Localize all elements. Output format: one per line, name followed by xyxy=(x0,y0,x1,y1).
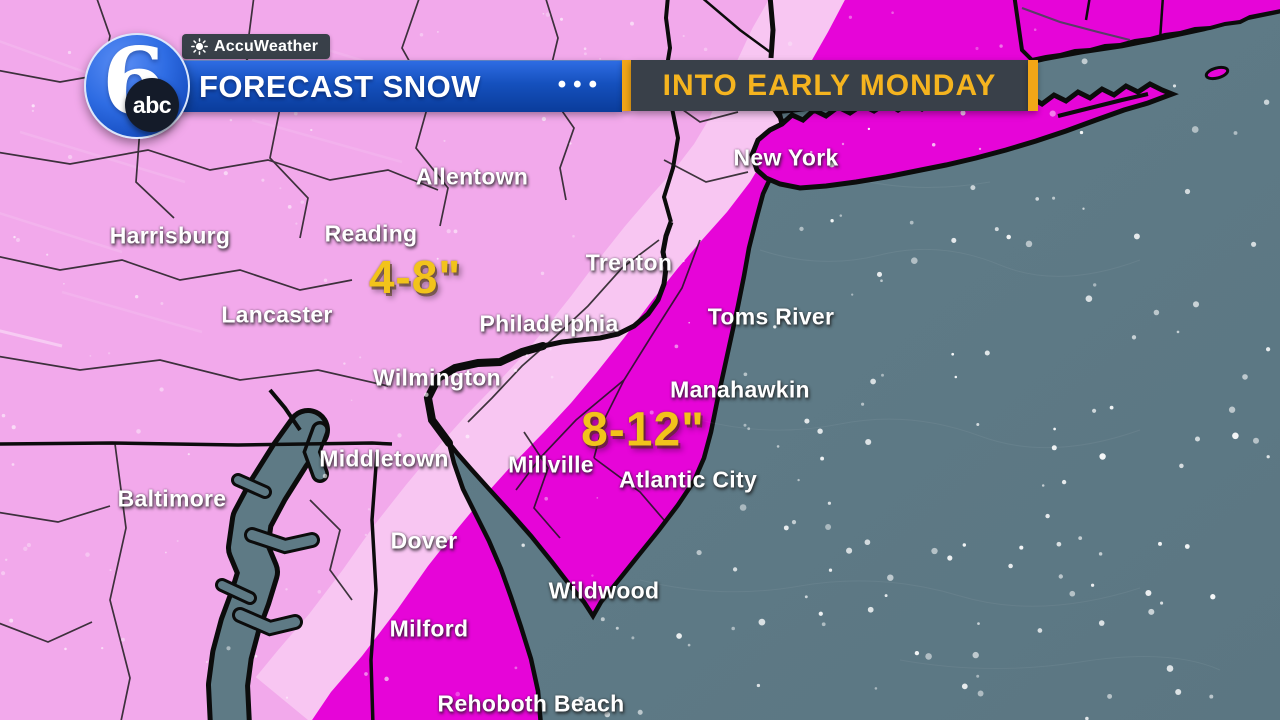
banner-title: FORECAST SNOW xyxy=(199,68,482,104)
snow-amount-8-12: 8-12" xyxy=(581,403,705,457)
city-label-lancaster: Lancaster xyxy=(221,301,333,328)
title-banner: FORECAST SNOW ••• xyxy=(155,60,622,112)
city-label-trenton: Trenton xyxy=(585,249,673,276)
city-label-wildwood: Wildwood xyxy=(548,577,660,604)
city-label-new-york: New York xyxy=(733,144,839,171)
snow-speckles xyxy=(1,11,1271,720)
accuweather-sun-icon xyxy=(191,38,208,55)
city-label-philadelphia: Philadelphia xyxy=(479,310,619,337)
subtitle-banner: INTO EARLY MONDAY xyxy=(631,60,1028,111)
snow-amount-4-8: 4-8" xyxy=(368,251,462,303)
city-label-millville: Millville xyxy=(508,451,594,478)
city-label-baltimore: Baltimore xyxy=(117,485,227,512)
connecticut-coast xyxy=(1012,0,1280,63)
city-label-dover: Dover xyxy=(390,527,458,554)
accuweather-badge: AccuWeather xyxy=(182,34,331,59)
city-label-toms-river: Toms River xyxy=(707,303,835,330)
ocean-texture xyxy=(639,179,1221,671)
city-label-allentown: Allentown xyxy=(415,163,529,190)
city-label-middletown: Middletown xyxy=(319,445,449,472)
ct-borders xyxy=(1084,0,1164,41)
gold-divider-bar xyxy=(622,60,631,111)
city-label-manahawkin: Manahawkin xyxy=(670,376,810,403)
station-logo-6abc: 6 abc xyxy=(84,27,190,139)
city-label-milford: Milford xyxy=(389,615,469,642)
state-borders xyxy=(0,0,771,720)
gold-end-bar xyxy=(1028,60,1038,111)
city-label-atlantic-city: Atlantic City xyxy=(618,466,758,493)
ellipsis-dots: ••• xyxy=(557,70,604,98)
ct-river xyxy=(1021,7,1131,41)
logo-abc-circle: abc xyxy=(125,78,179,132)
city-label-reading: Reading xyxy=(324,220,418,247)
banner-subtitle: INTO EARLY MONDAY xyxy=(662,68,997,102)
city-label-harrisburg: Harrisburg xyxy=(109,222,231,249)
chesapeake-bay xyxy=(206,388,330,720)
city-label-wilmington: Wilmington xyxy=(373,364,501,391)
accuweather-label: AccuWeather xyxy=(214,37,319,55)
city-label-rehoboth-beach: Rehoboth Beach xyxy=(437,690,625,717)
